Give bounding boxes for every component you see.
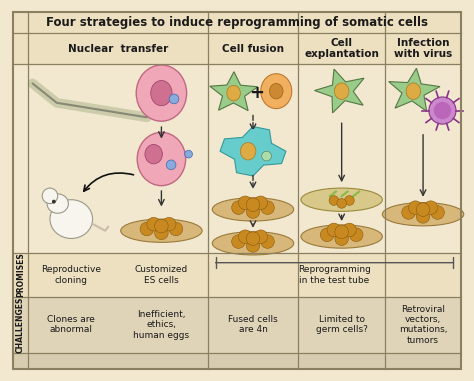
- Circle shape: [52, 200, 56, 203]
- Circle shape: [238, 196, 252, 210]
- Circle shape: [246, 232, 260, 245]
- Ellipse shape: [145, 144, 163, 164]
- Circle shape: [261, 201, 274, 215]
- Text: Clones are
abnormal: Clones are abnormal: [47, 315, 95, 335]
- Ellipse shape: [227, 85, 240, 101]
- Circle shape: [402, 206, 415, 219]
- Circle shape: [409, 201, 422, 215]
- Text: Retroviral
vectors,
mutations,
tumors: Retroviral vectors, mutations, tumors: [399, 305, 447, 345]
- Text: Limited to
germ cells?: Limited to germ cells?: [316, 315, 368, 335]
- Circle shape: [254, 196, 267, 210]
- Bar: [13, 33, 461, 64]
- Text: Infection
with virus: Infection with virus: [394, 38, 452, 59]
- Circle shape: [320, 228, 334, 242]
- Circle shape: [42, 188, 58, 203]
- Circle shape: [246, 239, 260, 252]
- Circle shape: [349, 228, 363, 242]
- Circle shape: [163, 217, 176, 231]
- Circle shape: [434, 102, 451, 119]
- Ellipse shape: [212, 232, 294, 255]
- Text: Reprogramming
in the test tube: Reprogramming in the test tube: [298, 265, 371, 285]
- Polygon shape: [210, 72, 258, 110]
- Circle shape: [147, 217, 160, 231]
- Circle shape: [232, 201, 245, 215]
- Ellipse shape: [301, 225, 383, 248]
- Circle shape: [337, 199, 346, 208]
- Text: PROMISES: PROMISES: [16, 253, 25, 297]
- Circle shape: [416, 210, 430, 223]
- Ellipse shape: [261, 74, 292, 109]
- Circle shape: [169, 222, 183, 236]
- Circle shape: [416, 203, 430, 216]
- Ellipse shape: [50, 200, 92, 239]
- Ellipse shape: [406, 83, 420, 99]
- Polygon shape: [389, 68, 440, 111]
- Bar: [13, 253, 461, 297]
- Ellipse shape: [121, 219, 202, 242]
- Circle shape: [424, 201, 438, 215]
- Circle shape: [345, 195, 354, 205]
- Circle shape: [246, 198, 260, 211]
- Ellipse shape: [240, 142, 256, 160]
- Ellipse shape: [212, 198, 294, 221]
- Circle shape: [261, 235, 274, 248]
- Text: Reproductive
cloning: Reproductive cloning: [41, 265, 101, 285]
- Ellipse shape: [47, 194, 68, 213]
- Text: Cell fusion: Cell fusion: [222, 43, 284, 53]
- Circle shape: [238, 230, 252, 243]
- Circle shape: [185, 150, 192, 158]
- Ellipse shape: [269, 83, 283, 99]
- Polygon shape: [315, 69, 364, 113]
- Circle shape: [232, 235, 245, 248]
- Circle shape: [262, 151, 272, 161]
- Polygon shape: [220, 126, 286, 176]
- Circle shape: [246, 205, 260, 218]
- Text: Fused cells
are 4n: Fused cells are 4n: [228, 315, 278, 335]
- Circle shape: [166, 160, 176, 170]
- Bar: [13, 297, 461, 353]
- Circle shape: [327, 223, 341, 237]
- Circle shape: [254, 230, 267, 243]
- Circle shape: [335, 232, 348, 245]
- Circle shape: [429, 97, 456, 124]
- Bar: [13, 12, 461, 33]
- Text: Four strategies to induce reprogramming of somatic cells: Four strategies to induce reprogramming …: [46, 16, 428, 29]
- Ellipse shape: [383, 203, 464, 226]
- Bar: [13, 353, 461, 369]
- Text: Nuclear  transfer: Nuclear transfer: [68, 43, 168, 53]
- Circle shape: [343, 223, 356, 237]
- Circle shape: [140, 222, 154, 236]
- Circle shape: [169, 94, 179, 104]
- Ellipse shape: [137, 132, 186, 186]
- Text: Cell
explantation: Cell explantation: [304, 38, 379, 59]
- Ellipse shape: [151, 80, 172, 106]
- Text: CHALLENGES: CHALLENGES: [16, 296, 25, 353]
- Circle shape: [431, 206, 445, 219]
- Text: Customized
ES cells: Customized ES cells: [135, 265, 188, 285]
- Circle shape: [155, 226, 168, 240]
- Circle shape: [335, 225, 348, 239]
- Text: +: +: [249, 84, 264, 102]
- Text: Inefficient,
ethics,
human eggs: Inefficient, ethics, human eggs: [133, 310, 190, 339]
- Circle shape: [329, 195, 339, 205]
- Circle shape: [155, 219, 168, 233]
- Ellipse shape: [334, 83, 349, 99]
- Ellipse shape: [301, 188, 383, 211]
- Ellipse shape: [136, 65, 187, 121]
